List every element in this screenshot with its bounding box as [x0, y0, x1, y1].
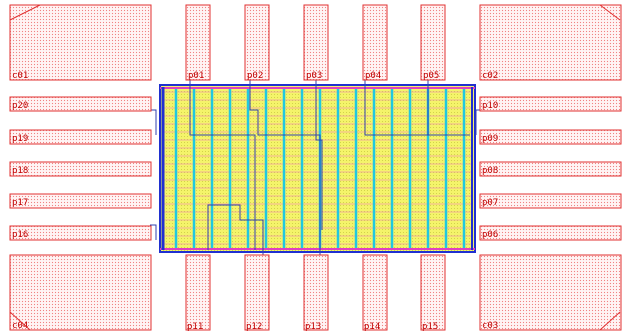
pad: p11	[186, 255, 210, 332]
pad-label: p08	[482, 166, 498, 176]
pad-label: p04	[365, 71, 381, 81]
pad-shape	[421, 5, 445, 80]
pad-shape	[421, 255, 445, 330]
pad-shape	[10, 194, 151, 208]
pad-shape	[186, 5, 210, 80]
pad-shape	[245, 5, 269, 80]
pad-shape	[480, 5, 621, 80]
pad-shape	[245, 255, 269, 330]
pad-shape	[363, 5, 387, 80]
pad: p15	[421, 255, 445, 332]
pad-shape	[480, 194, 621, 208]
pad: p14	[363, 255, 387, 332]
pad-shape	[480, 162, 621, 176]
pad-label: p03	[306, 71, 322, 81]
pad: p07	[480, 194, 621, 208]
pad-label: p14	[364, 322, 380, 332]
pad-shape	[480, 226, 621, 240]
wire	[476, 110, 480, 135]
pad-label: p13	[305, 322, 321, 332]
pad-shape	[363, 255, 387, 330]
pad-label: p16	[12, 230, 28, 240]
pad: p02	[245, 5, 269, 81]
pad-label: c03	[482, 321, 498, 331]
pad-shape	[480, 255, 621, 330]
pad: p03	[304, 5, 328, 81]
pad-label: p09	[482, 134, 498, 144]
pad-label: p12	[246, 322, 262, 332]
pad-label: c01	[12, 71, 28, 81]
pad: c03	[480, 255, 621, 331]
pad: p08	[480, 162, 621, 176]
pad-shape	[10, 130, 151, 144]
pad: p06	[480, 226, 621, 240]
pad-shape	[304, 255, 328, 330]
pad-shape	[10, 226, 151, 240]
pad-label: p06	[482, 230, 498, 240]
core	[150, 80, 480, 255]
pad-label: p01	[188, 71, 204, 81]
pad: c04	[10, 255, 151, 331]
pad-label: p17	[12, 198, 28, 208]
pad-label: p05	[423, 71, 439, 81]
pad: p19	[10, 130, 151, 144]
pad-label: p10	[482, 101, 498, 111]
pad-label: c02	[482, 71, 498, 81]
pad: c01	[10, 5, 151, 81]
pad: p20	[10, 97, 151, 111]
pad-shape	[304, 5, 328, 80]
pad-shape	[186, 255, 210, 330]
pad: p04	[363, 5, 387, 81]
pad: p16	[10, 226, 151, 240]
pad-label: p15	[422, 322, 438, 332]
pad: p17	[10, 194, 151, 208]
pad-shape	[10, 255, 151, 330]
pad-label: p02	[247, 71, 263, 81]
pad-shape	[10, 5, 151, 80]
pad: c02	[480, 5, 621, 81]
pad-shape	[10, 162, 151, 176]
pad-label: p07	[482, 198, 498, 208]
pad: p10	[480, 97, 621, 111]
pad: p05	[421, 5, 445, 81]
pad-shape	[480, 130, 621, 144]
pad: p13	[304, 255, 328, 332]
pad-shape	[480, 97, 621, 111]
pad-label: p11	[187, 322, 203, 332]
pad-label: p18	[12, 166, 28, 176]
pad: p09	[480, 130, 621, 144]
pad-shape	[10, 97, 151, 111]
pad-label: p19	[12, 134, 28, 144]
pad: p18	[10, 162, 151, 176]
layout-view: c01 c02 c03 c04 p01 p02 p03 p04 p05 p11 p12 p13 p14 p…	[0, 0, 623, 332]
pad-label: p20	[12, 101, 28, 111]
pad: p01	[186, 5, 210, 81]
pad: p12	[245, 255, 269, 332]
